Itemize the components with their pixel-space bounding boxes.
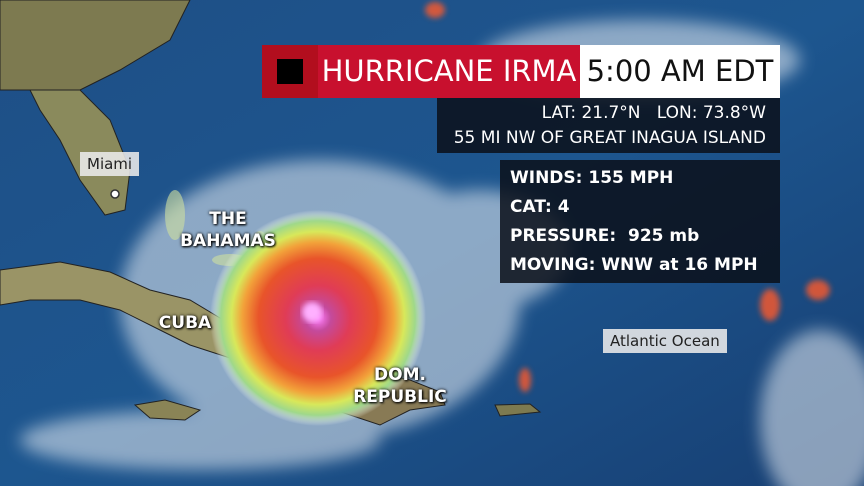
region-label-line: DOM. bbox=[374, 365, 426, 385]
stat-line: CAT: 4 bbox=[510, 197, 570, 217]
region-label-line: BAHAMAS bbox=[180, 231, 276, 251]
update-time: 5:00 AM EDT bbox=[580, 45, 780, 98]
city-marker bbox=[110, 189, 120, 199]
latitude: LAT: 21.7°N bbox=[541, 103, 641, 123]
stat-line: WINDS: 155 MPH bbox=[510, 168, 674, 188]
location-reference: 55 MI NW OF GREAT INAGUA ISLAND bbox=[453, 128, 766, 148]
storm-cells bbox=[425, 2, 830, 392]
storm-icon bbox=[277, 59, 303, 84]
city-label: Miami bbox=[80, 152, 140, 176]
region-label-line: REPUBLIC bbox=[353, 387, 447, 407]
stat-line: MOVING: WNW at 16 MPH bbox=[510, 255, 758, 275]
region-label-line: THE bbox=[209, 209, 247, 229]
region-label: THE BAHAMAS bbox=[175, 208, 281, 252]
storm-title: HURRICANE IRMA bbox=[318, 45, 580, 98]
region-label: DOM. REPUBLIC bbox=[345, 364, 455, 408]
stat-line: PRESSURE: 925 mb bbox=[510, 226, 700, 246]
longitude: LON: 73.8°W bbox=[656, 103, 766, 123]
coordinates: LAT: 21.7°N LON: 73.8°W bbox=[437, 101, 766, 126]
location-panel: LAT: 21.7°N LON: 73.8°W 55 MI NW OF GREA… bbox=[437, 98, 780, 153]
stats-panel: WINDS: 155 MPH CAT: 4 PRESSURE: 925 mb MOVI… bbox=[500, 160, 780, 283]
storm-icon-box bbox=[262, 45, 318, 98]
region-label: CUBA bbox=[158, 313, 212, 333]
ocean-label: Atlantic Ocean bbox=[603, 329, 727, 353]
hurricane-eye bbox=[302, 302, 322, 322]
